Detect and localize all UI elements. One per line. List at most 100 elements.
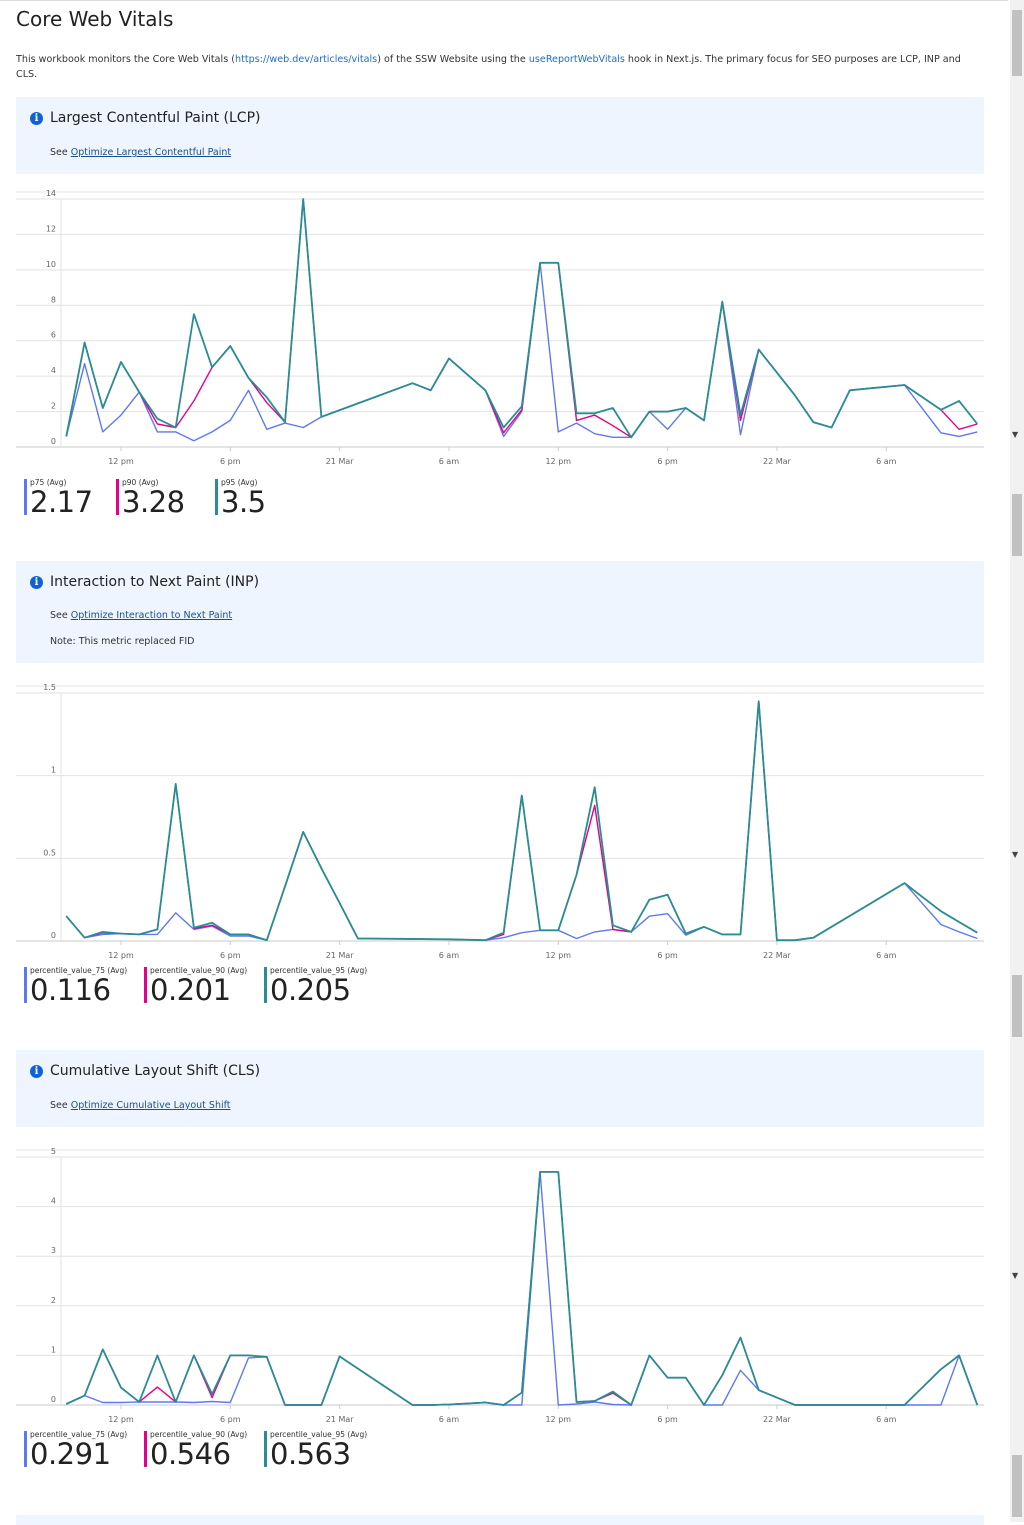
y-tick-label: 10 [46, 260, 56, 269]
y-tick-label: 8 [51, 295, 56, 304]
series-line-p90[interactable] [65, 700, 978, 941]
use-report-web-vitals-link[interactable]: useReportWebVitals [528, 54, 625, 65]
scrollbar-thumb[interactable] [1012, 10, 1022, 76]
x-tick-label: 6 pm [220, 457, 241, 466]
legend-item-p95[interactable]: percentile_value_95 (Avg) 0.563 [264, 1430, 367, 1469]
y-tick-label: 14 [46, 189, 56, 198]
next-info-box [16, 1515, 984, 1525]
legend-label: percentile_value_75 (Avg) [30, 1430, 128, 1439]
info-icon: i [30, 575, 43, 589]
cls-line-chart[interactable]: 0 1 2 3 4 5 12 pm 6 pm 21 Mar 6 am 12 pm 6 pm 22 Mar… [0, 1143, 1000, 1435]
series-line-p75[interactable] [65, 262, 978, 442]
legend-swatch [24, 1431, 27, 1467]
x-tick-label: 21 Mar [326, 951, 355, 960]
legend-label: percentile_value_90 (Avg) [150, 966, 248, 975]
legend-swatch [24, 967, 27, 1003]
y-tick-label: 12 [46, 224, 56, 233]
y-tick-label: 1 [51, 766, 56, 775]
x-tick-label: 21 Mar [326, 457, 355, 466]
optimize-inp-link[interactable]: Optimize Interaction to Next Paint [70, 610, 233, 621]
x-tick-label: 6 am [876, 1415, 897, 1424]
x-tick-label: 6 pm [657, 457, 678, 466]
info-icon: i [30, 1064, 43, 1078]
cls-info-box: i Cumulative Layout Shift (CLS) See Optim… [16, 1050, 984, 1127]
legend-item-p90[interactable]: percentile_value_90 (Avg) 0.201 [144, 966, 264, 1005]
x-tick-label: 6 pm [220, 951, 241, 960]
x-tick-label: 12 pm [545, 951, 571, 960]
inp-legend: percentile_value_75 (Avg) 0.116 percentil… [24, 966, 367, 1005]
legend-swatch [24, 479, 27, 515]
legend-value: 0.546 [150, 1437, 231, 1471]
desc-text: hook in Next.js. The primary focus for S… [16, 54, 961, 80]
workbook-description: This workbook monitors the Core Web Vita… [16, 52, 976, 82]
x-tick-label: 6 pm [657, 1415, 678, 1424]
lcp-legend: p75 (Avg) 2.17 p90 (Avg) 3.28 p95 (Avg) 3.5 [24, 478, 266, 517]
legend-label: p75 (Avg) [30, 478, 67, 487]
legend-label: p90 (Avg) [122, 478, 159, 487]
legend-label: percentile_value_95 (Avg) [270, 966, 368, 975]
x-tick-label: 12 pm [108, 1415, 134, 1424]
scrollbar-thumb[interactable] [1012, 1455, 1022, 1517]
scroll-down-arrow-icon[interactable]: ▼ [1012, 850, 1019, 859]
legend-item-p75[interactable]: percentile_value_75 (Avg) 0.116 [24, 966, 144, 1005]
x-tick-label: 6 pm [657, 951, 678, 960]
x-tick-label: 6 am [876, 457, 897, 466]
scroll-down-arrow-icon[interactable]: ▼ [1012, 430, 1019, 439]
cls-legend: percentile_value_75 (Avg) 0.291 percentil… [24, 1430, 367, 1469]
legend-label: percentile_value_95 (Avg) [270, 1430, 368, 1439]
optimize-lcp-link[interactable]: Optimize Largest Contentful Paint [70, 147, 232, 158]
y-tick-label: 3 [51, 1246, 56, 1255]
legend-label: percentile_value_90 (Avg) [150, 1430, 248, 1439]
x-tick-label: 6 am [439, 457, 460, 466]
y-tick-label: 6 [51, 331, 56, 340]
legend-value: 0.116 [30, 973, 111, 1007]
scroll-down-arrow-icon[interactable]: ▼ [1012, 1271, 1019, 1280]
x-tick-label: 12 pm [108, 457, 134, 466]
scrollbar-thumb[interactable] [1012, 494, 1022, 556]
vitals-link[interactable]: https://web.dev/articles/vitals [235, 54, 378, 65]
inp-info-box: i Interaction to Next Paint (INP) See Opt… [16, 561, 984, 663]
x-tick-label: 12 pm [545, 457, 571, 466]
y-tick-label: 4 [51, 1197, 56, 1206]
lcp-info-box: i Largest Contentful Paint (LCP) See Opti… [16, 97, 984, 174]
legend-item-p90[interactable]: percentile_value_90 (Avg) 0.546 [144, 1430, 264, 1469]
x-tick-label: 12 pm [545, 1415, 571, 1424]
section-heading: Interaction to Next Paint (INP) [50, 574, 260, 590]
scrollbar-thumb[interactable] [1012, 975, 1022, 1037]
y-tick-label: 1 [51, 1345, 56, 1354]
top-border [0, 0, 1008, 1]
x-tick-label: 6 am [439, 1415, 460, 1424]
legend-value: 0.201 [150, 973, 231, 1007]
y-tick-label: 1.5 [43, 683, 56, 692]
legend-label: p95 (Avg) [221, 478, 258, 487]
desc-text: ) of the SSW Website using the [377, 54, 529, 65]
y-tick-label: 4 [51, 366, 56, 375]
see-label: See [50, 610, 71, 621]
section-heading: Largest Contentful Paint (LCP) [50, 110, 261, 126]
series-line-p95[interactable] [65, 700, 978, 942]
y-tick-label: 2 [51, 402, 56, 411]
series-line-p75[interactable] [65, 700, 978, 941]
scrollbar-track[interactable]: ▼ ▼ ▼ [1010, 0, 1024, 1522]
x-tick-label: 12 pm [108, 951, 134, 960]
legend-item-p95[interactable]: p95 (Avg) 3.5 [215, 478, 266, 517]
optimize-cls-link[interactable]: Optimize Cumulative Layout Shift [70, 1100, 231, 1111]
page-title: Core Web Vitals [16, 7, 174, 31]
legend-item-p90[interactable]: p90 (Avg) 3.28 [116, 478, 215, 517]
legend-value: 0.563 [270, 1437, 351, 1471]
x-tick-label: 22 Mar [763, 951, 792, 960]
series-line-p95[interactable] [65, 198, 979, 439]
inp-note: Note: This metric replaced FID [50, 636, 195, 647]
legend-item-p95[interactable]: percentile_value_95 (Avg) 0.205 [264, 966, 367, 1005]
inp-line-chart[interactable]: 0 0.5 1 1.5 12 pm 6 pm 21 Mar 6 am 12 pm 6 pm 22 M… [0, 679, 1000, 971]
legend-item-p75[interactable]: p75 (Avg) 2.17 [24, 478, 116, 517]
legend-item-p75[interactable]: percentile_value_75 (Avg) 0.291 [24, 1430, 144, 1469]
y-tick-label: 0 [51, 1395, 56, 1404]
x-tick-label: 6 pm [220, 1415, 241, 1424]
info-icon: i [30, 111, 43, 125]
legend-value: 0.291 [30, 1437, 111, 1471]
series-line-p95[interactable] [65, 1170, 979, 1406]
y-tick-label: 5 [51, 1147, 56, 1156]
see-label: See [50, 147, 71, 158]
lcp-line-chart[interactable]: 0 2 4 6 8 10 12 14 12 pm 6 pm 21 Mar 6 am 12 pm 6 pm 2… [0, 185, 1000, 477]
